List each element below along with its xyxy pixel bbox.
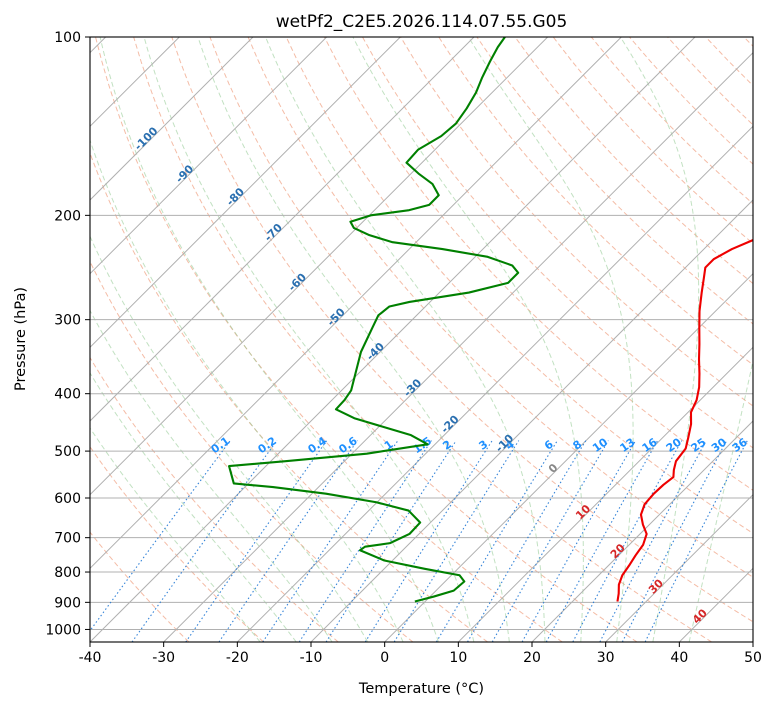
mixing-ratio-line (218, 440, 358, 642)
moist-adiabat-line (619, 37, 700, 642)
mixing-ratio-line (521, 440, 637, 642)
isotherm-line (90, 37, 622, 570)
y-tick-label: 300 (54, 313, 81, 329)
moist-adiabat-line (352, 37, 584, 642)
isotherm-line (90, 37, 328, 275)
isotherm-line (457, 346, 753, 642)
dry-adiabat-line (95, 37, 563, 642)
isotherm-line (90, 37, 696, 642)
chart-title: wetPf2_C2E5.2026.114.07.55.G05 (276, 12, 568, 32)
x-tick-label: -10 (300, 650, 323, 666)
x-tick-label: 10 (449, 650, 467, 666)
moist-adiabat-line (688, 358, 753, 642)
dry-adiabat-line (209, 37, 753, 623)
mixing-ratio-line (545, 440, 659, 642)
y-tick-label: 400 (54, 387, 81, 403)
moist-adiabat-line (90, 372, 297, 642)
plot-frame (89, 36, 754, 643)
isotherm-line (605, 493, 753, 642)
x-tick-label: -40 (79, 650, 102, 666)
mixing-ratio-line (131, 440, 278, 642)
y-tick-label: 100 (54, 30, 81, 46)
mixing-ratio-line (393, 440, 520, 642)
background-lines (90, 37, 753, 642)
moist-adiabat-line (90, 427, 261, 642)
isotherm-line (90, 37, 254, 201)
mixing-ratio-line (435, 440, 558, 642)
axes: -40 -30 -20 -10 0 10 20 30 40 50 100 200 300 400 500 60… (45, 30, 762, 666)
y-tick-label: 700 (54, 531, 81, 547)
isotherm-line (163, 51, 753, 642)
mixing-ratio-line (262, 440, 399, 642)
y-tick-label: 600 (54, 491, 81, 507)
x-tick-label: -20 (226, 650, 249, 666)
isotherm-line (531, 420, 753, 642)
dry-adiabat-line (514, 37, 753, 285)
moist-adiabat-line (143, 37, 475, 642)
dry-adiabat-line (171, 37, 713, 642)
isotherm-line (90, 37, 549, 496)
y-tick-label: 500 (54, 444, 81, 460)
y-axis-title: Pressure (hPa) (13, 287, 29, 391)
mixing-ratio-line (90, 440, 231, 632)
mixing-ratio-line (364, 440, 493, 642)
temperature-profile-line (616, 238, 753, 602)
moist-adiabat-line (90, 309, 333, 642)
x-axis-title: Temperature (°C) (358, 681, 484, 697)
dewpoint-profile-line (228, 37, 520, 603)
moist-adiabat-line (197, 37, 510, 642)
moist-adiabat-line (265, 37, 546, 642)
x-tick-label: 20 (523, 650, 541, 666)
y-tick-label: 200 (54, 208, 81, 224)
y-tick-label: 800 (54, 565, 81, 581)
moist-adiabat-line (99, 37, 439, 642)
dry-adiabat-line (133, 37, 638, 642)
x-tick-label: 0 (380, 650, 389, 666)
y-tick-label: 1000 (45, 622, 81, 638)
mixing-ratio-line (572, 440, 683, 642)
y-tick-label: 900 (54, 595, 81, 611)
x-tick-label: 30 (597, 650, 615, 666)
x-tick-label: 40 (670, 650, 688, 666)
x-tick-label: 50 (744, 650, 762, 666)
mixing-ratio-line (644, 440, 748, 642)
moist-adiabat-line (90, 138, 404, 642)
isotherm-line (384, 272, 753, 642)
isotherm-line (90, 37, 401, 349)
profile-lines (228, 37, 753, 603)
dry-adiabat-line (247, 37, 753, 578)
dry-adiabat-line (438, 37, 753, 366)
isotherm-line (90, 37, 475, 422)
moist-adiabat-line (90, 235, 369, 642)
isotherm-line (310, 199, 753, 642)
dry-adiabat-line (90, 356, 339, 642)
dry-adiabat-line (90, 151, 488, 642)
dry-adiabat-line (90, 445, 264, 642)
x-tick-label: -30 (152, 650, 175, 666)
dry-adiabat-line (285, 37, 753, 534)
mixing-ratio-line (467, 440, 587, 642)
dry-adiabat-line (362, 37, 753, 449)
dry-adiabat-line (90, 531, 190, 642)
mixing-ratio-line (325, 440, 457, 642)
mixing-ratio-line (298, 440, 432, 642)
dry-adiabat-line (323, 37, 753, 491)
mixing-ratio-line (185, 440, 328, 642)
isotherm-line (236, 125, 753, 642)
dry-adiabat-line (400, 37, 753, 407)
